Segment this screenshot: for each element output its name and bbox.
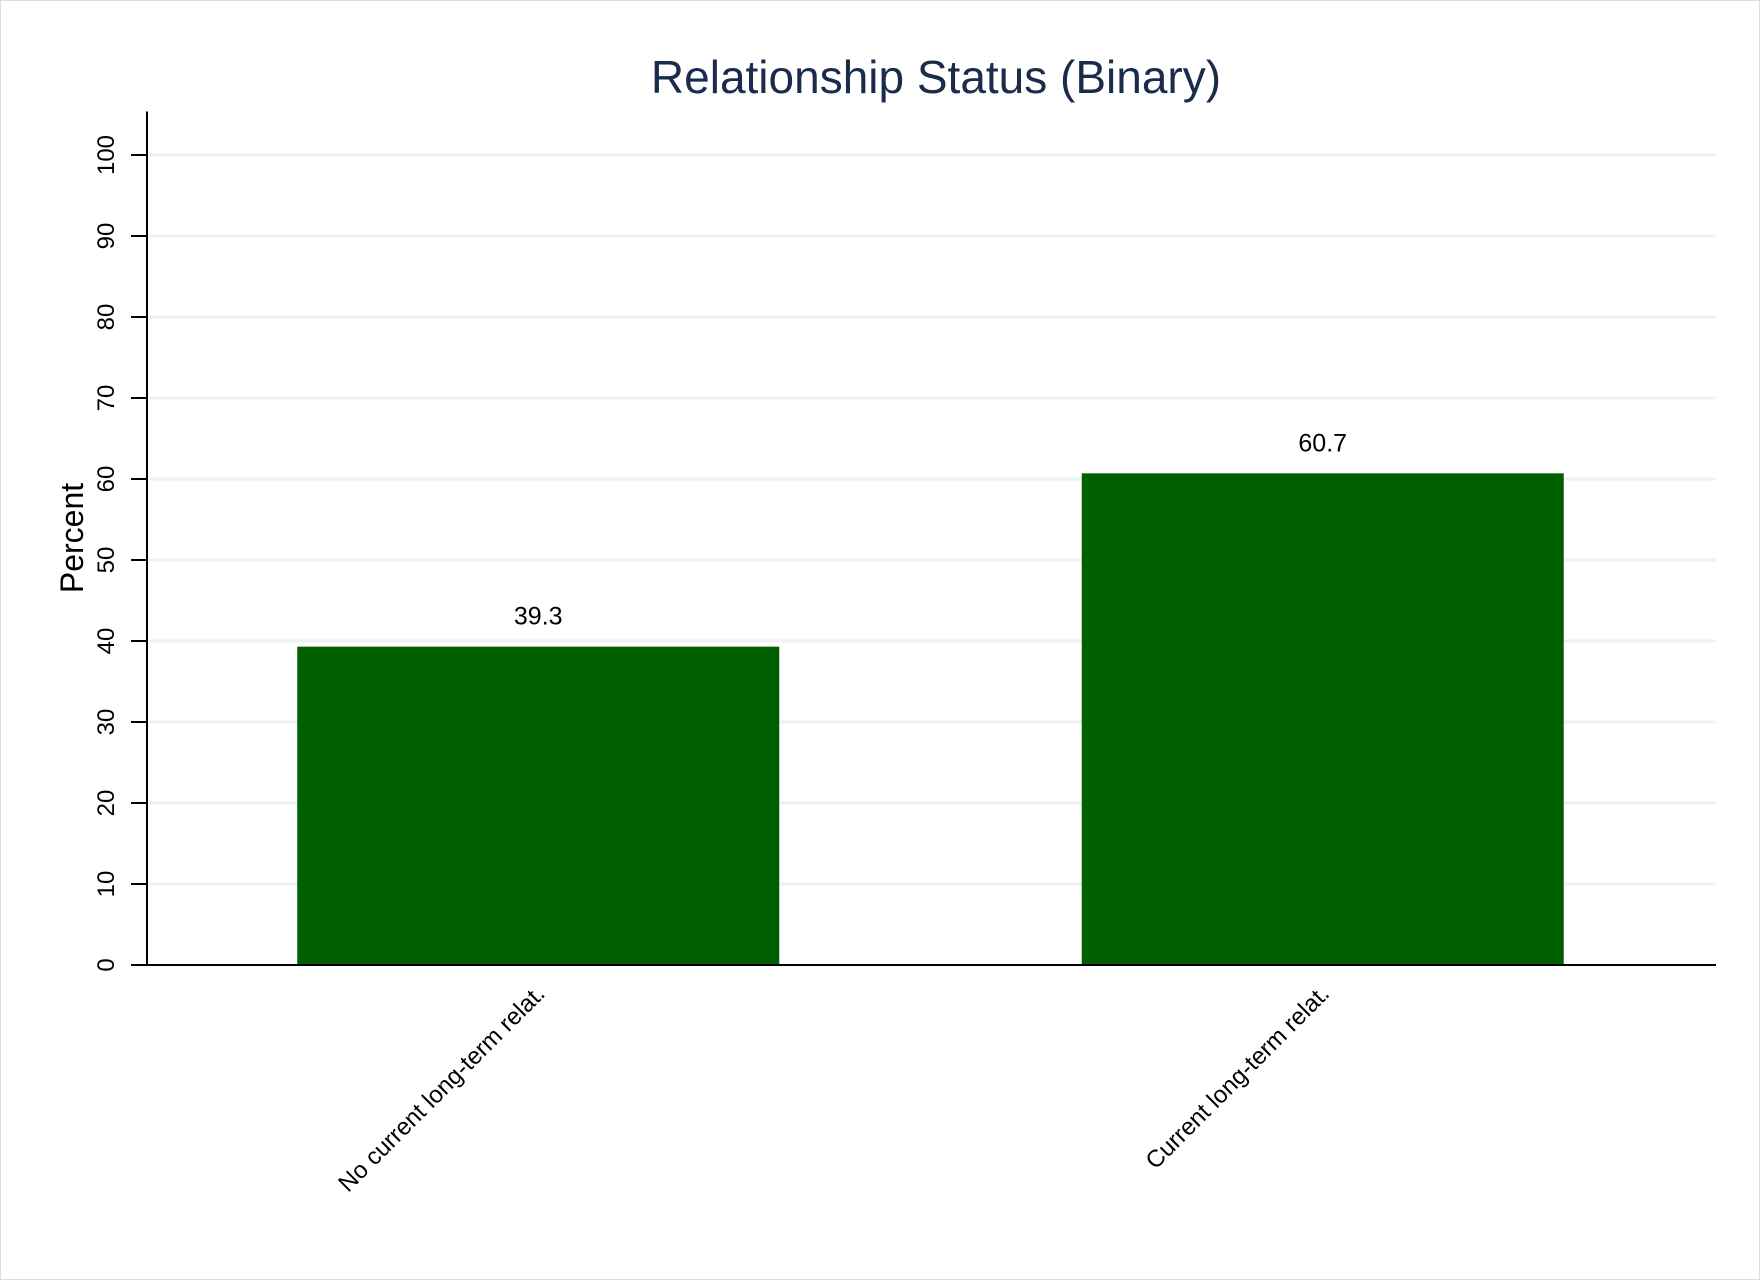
y-tick-label: 90 <box>93 223 120 250</box>
chart-title: Relationship Status (Binary) <box>651 51 1221 103</box>
x-tick-label: No current long-term relat. <box>333 980 550 1197</box>
x-tick-labels: No current long-term relat. Current long-… <box>333 980 1335 1197</box>
y-tick-label: 100 <box>93 135 120 175</box>
y-tick-label: 70 <box>93 385 120 412</box>
data-label: 60.7 <box>1298 429 1347 457</box>
y-tick-label: 0 <box>93 958 120 971</box>
bar <box>1081 473 1564 965</box>
y-tick-label: 20 <box>93 790 120 817</box>
axes <box>146 111 1716 966</box>
y-tick-label: 40 <box>93 628 120 655</box>
y-tick-label: 30 <box>93 709 120 736</box>
bar <box>297 646 780 965</box>
bars <box>297 473 1564 965</box>
y-tick-label: 60 <box>93 466 120 493</box>
data-labels: 39.3 60.7 <box>514 429 1347 630</box>
y-tick-label: 50 <box>93 547 120 574</box>
x-tick-label: Current long-term relat. <box>1140 980 1335 1175</box>
y-ticks: 0 10 20 30 40 50 60 70 80 90 100 <box>93 135 147 972</box>
y-tick-label: 10 <box>93 871 120 898</box>
y-tick-label: 80 <box>93 304 120 331</box>
y-axis-label: Percent <box>54 483 90 593</box>
data-label: 39.3 <box>514 603 563 631</box>
